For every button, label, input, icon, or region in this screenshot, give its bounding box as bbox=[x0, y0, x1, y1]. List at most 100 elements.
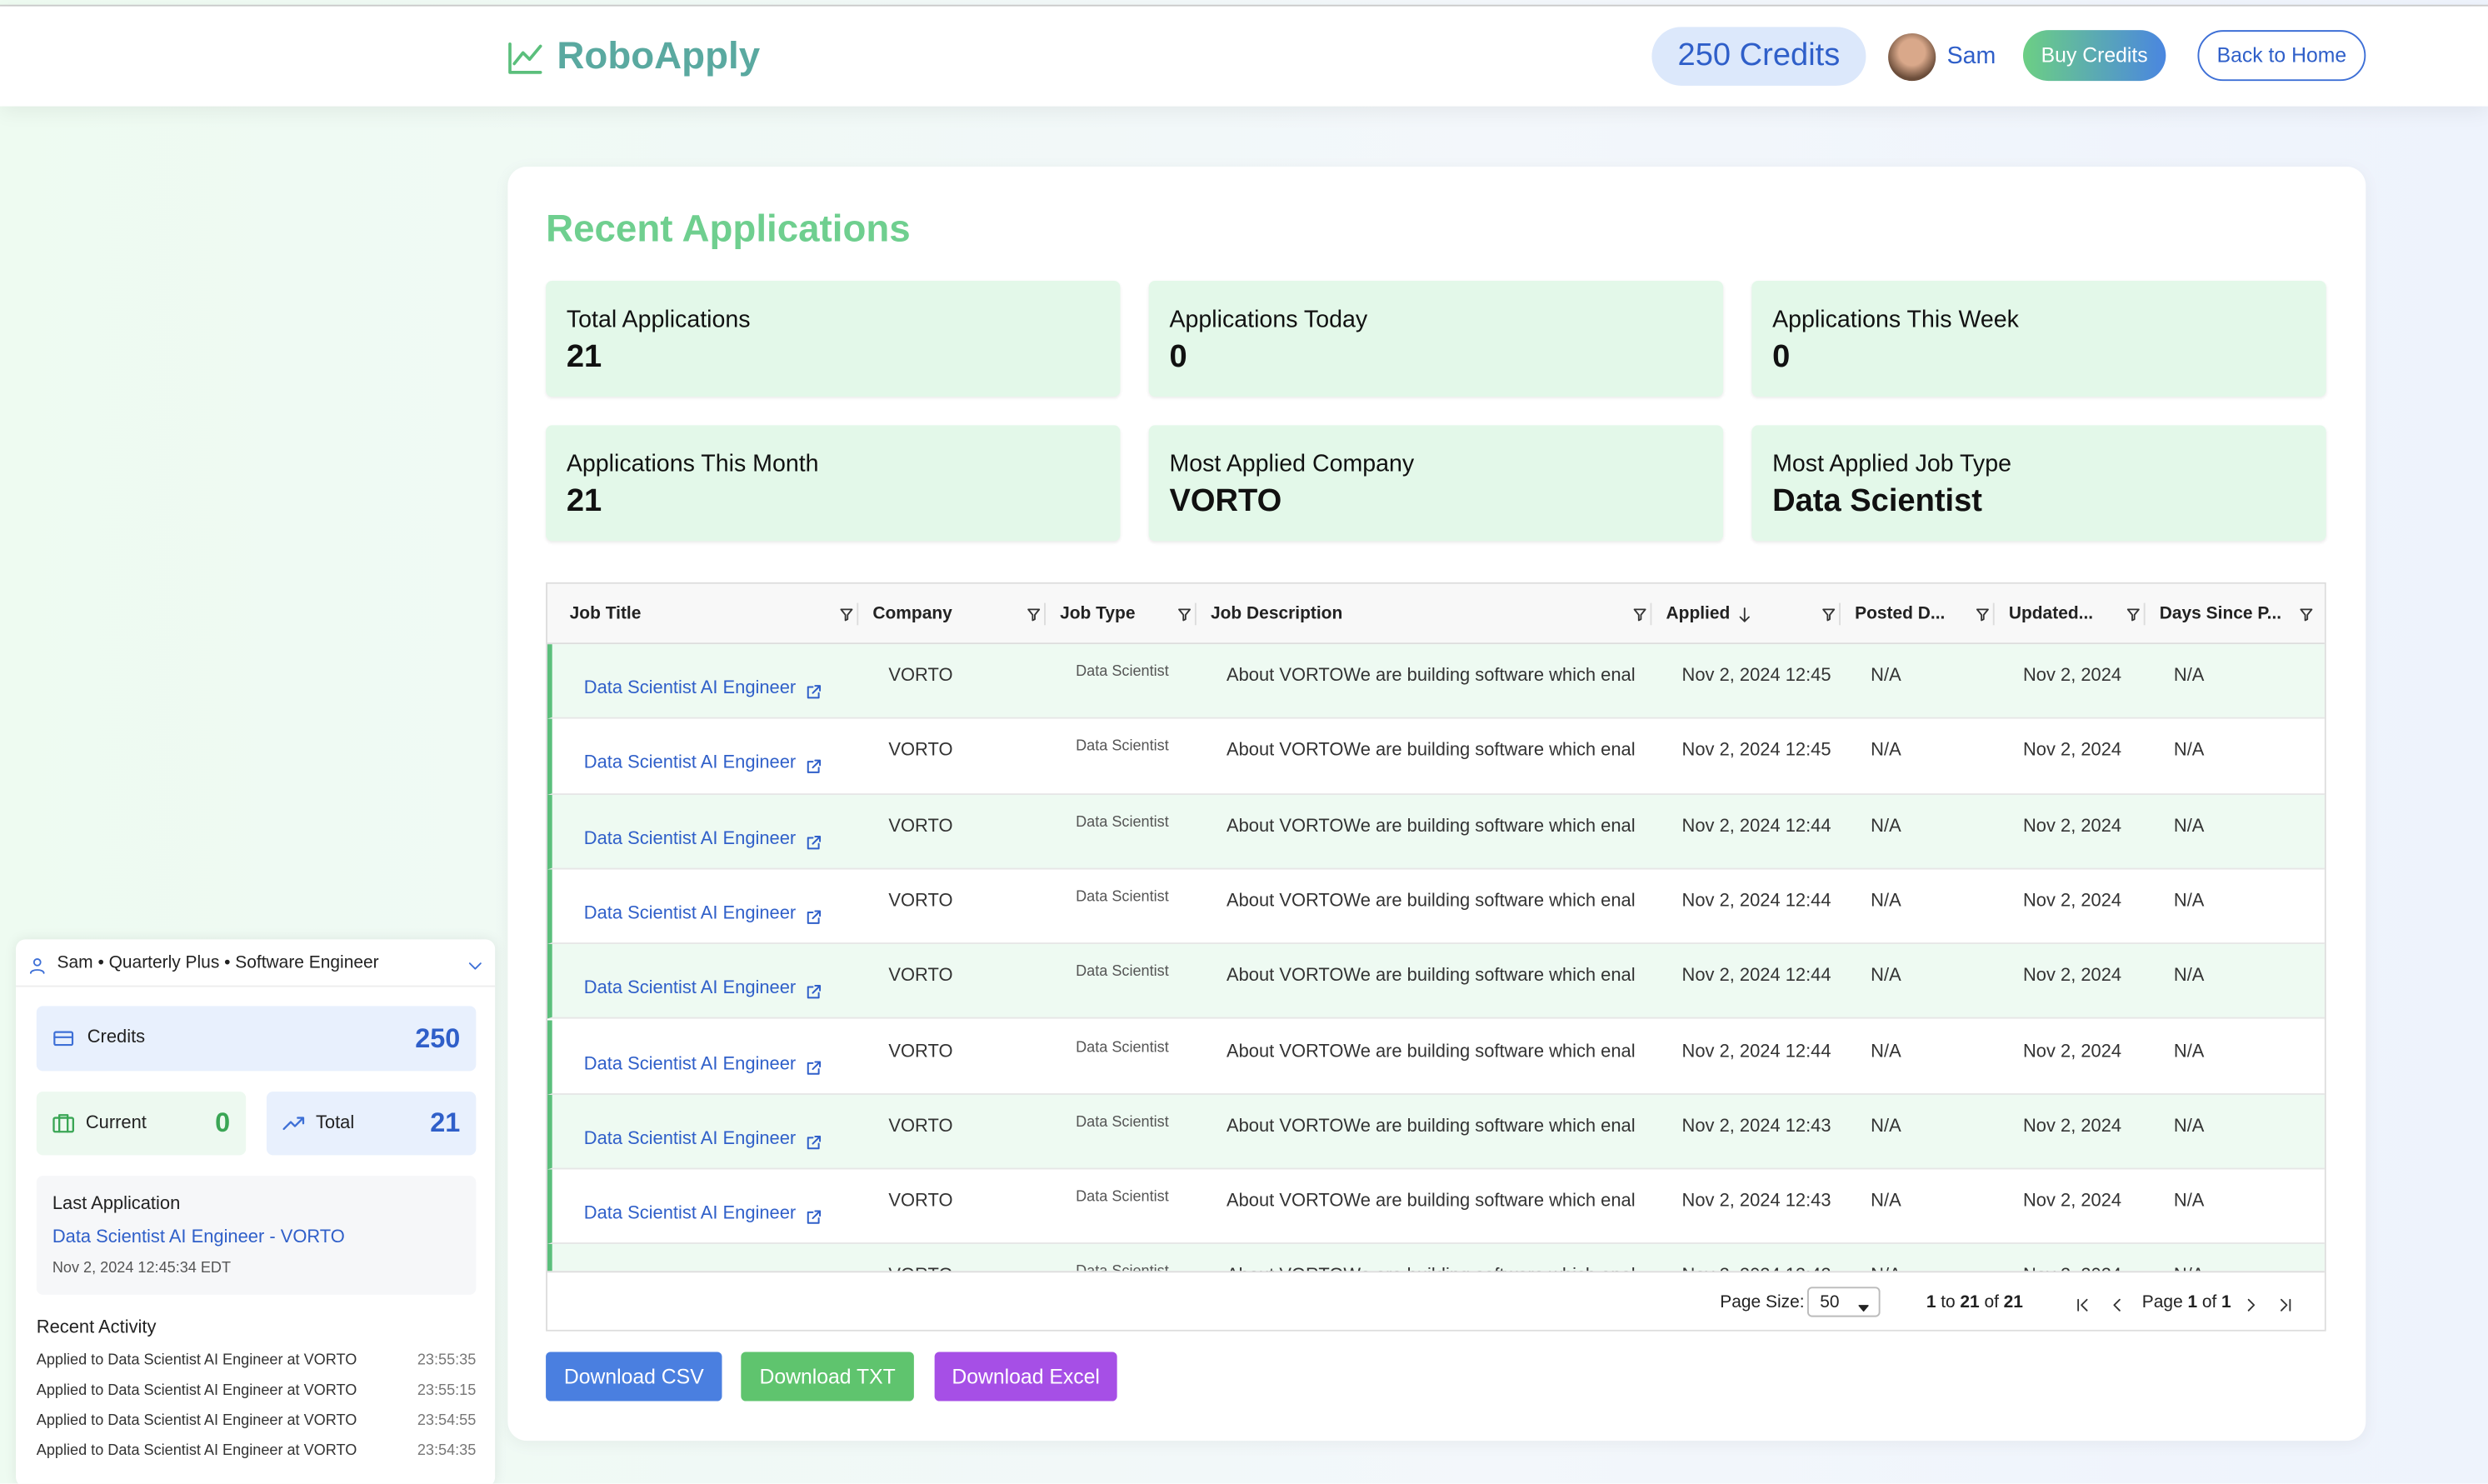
column-divider bbox=[2143, 602, 2146, 626]
credits-label: Credits bbox=[87, 1027, 146, 1047]
cell: VORTO bbox=[888, 1267, 952, 1271]
filter-icon bbox=[2297, 603, 2315, 622]
job-link[interactable]: Data Scientist AI Engineer bbox=[583, 1204, 797, 1224]
download-button[interactable]: Download Excel bbox=[934, 1352, 1117, 1402]
current-value: 0 bbox=[215, 1107, 231, 1138]
credits-box: Credits 250 bbox=[36, 1006, 477, 1072]
activity-time: 23:55:15 bbox=[417, 1382, 477, 1400]
external-link-icon bbox=[804, 681, 823, 700]
job-link[interactable]: Data Scientist AI Engineer bbox=[583, 754, 797, 773]
dropdown-caret bbox=[1856, 1295, 1871, 1312]
cell: Data Scientist bbox=[1076, 813, 1169, 832]
job-link[interactable]: Data Scientist AI Engineer bbox=[583, 904, 797, 924]
back-button[interactable]: Back to Home bbox=[2197, 30, 2366, 82]
activity-text: Applied to Data Scientist AI Engineer at… bbox=[36, 1442, 357, 1460]
activity-time: 23:55:35 bbox=[417, 1352, 477, 1370]
cell: N/A bbox=[1871, 1042, 1901, 1062]
stat-value: 21 bbox=[566, 483, 602, 519]
cell: Nov 2, 2024 bbox=[2022, 1192, 2122, 1212]
profile-summary[interactable]: Sam • Quarterly Plus • Software Engineer bbox=[57, 953, 379, 973]
sidebar-card: Sam • Quarterly Plus • Software Engineer… bbox=[16, 939, 496, 1484]
cell: Nov 2, 2024 bbox=[2022, 666, 2122, 686]
stat-value: Data Scientist bbox=[1772, 483, 1982, 519]
column-header: Posted D... bbox=[1855, 604, 1946, 624]
credits-value: 250 bbox=[415, 1023, 461, 1054]
avatar bbox=[1888, 32, 1936, 82]
cell: Nov 2, 2024 bbox=[2023, 1267, 2121, 1271]
cell: Nov 2, 2024 bbox=[2022, 892, 2122, 911]
cell: N/A bbox=[1871, 967, 1901, 986]
cell: Nov 2, 2024 bbox=[2022, 816, 2122, 836]
cell: About VORTOWe are building software whic… bbox=[1227, 967, 1636, 986]
cell: N/A bbox=[1871, 892, 1901, 911]
column-divider bbox=[1839, 602, 1841, 626]
cell: About VORTOWe are building software whic… bbox=[1227, 1192, 1636, 1212]
cell: Nov 2, 2024 bbox=[2022, 741, 2122, 761]
cell: Nov 2, 2024 12:43 bbox=[1681, 1192, 1831, 1212]
job-link[interactable]: Data Scientist AI Engineer bbox=[583, 1054, 797, 1074]
column-header: Job Type bbox=[1060, 604, 1136, 624]
column-divider bbox=[1194, 602, 1197, 626]
column-header: Job Description bbox=[1210, 604, 1343, 624]
cell: VORTO bbox=[888, 1192, 953, 1212]
stat-value: VORTO bbox=[1169, 483, 1282, 519]
cell: About VORTOWe are building software whic… bbox=[1227, 816, 1636, 836]
column-header: Applied bbox=[1666, 604, 1731, 624]
download-button[interactable]: Download CSV bbox=[546, 1352, 722, 1402]
current-label: Current bbox=[85, 1113, 147, 1133]
cell: About VORTOWe are building software whic… bbox=[1227, 1117, 1636, 1137]
buy-button[interactable]: Buy Credits bbox=[2022, 30, 2166, 82]
stat-label: Most Applied Company bbox=[1169, 450, 1415, 478]
job-link[interactable]: Data Scientist AI Engineer bbox=[583, 1129, 797, 1149]
filter-icon bbox=[1025, 603, 1042, 622]
job-link[interactable]: Data Scientist AI Engineer bbox=[583, 679, 797, 698]
cell: N/A bbox=[1871, 816, 1901, 836]
stat-card: Most Applied Job Type Data Scientist bbox=[1751, 425, 2326, 542]
cell: Data Scientist bbox=[1076, 662, 1169, 681]
cell: N/A bbox=[1871, 666, 1901, 686]
cell: Data Scientist bbox=[1076, 963, 1169, 982]
cell: VORTO bbox=[888, 892, 953, 911]
stat-label: Most Applied Job Type bbox=[1772, 450, 2011, 478]
job-link[interactable]: Data Scientist AI Engineer bbox=[583, 979, 797, 999]
cell: Nov 2, 2024 12:43 bbox=[1681, 1117, 1831, 1137]
stat-card: Applications Today 0 bbox=[1148, 281, 1724, 397]
filter-icon bbox=[1974, 603, 1991, 622]
table-body: Data Scientist AI Engineer VORTO Data Scie… bbox=[547, 644, 2325, 1272]
last-time: Nov 2, 2024 12:45:34 EDT bbox=[52, 1260, 232, 1277]
cell: Nov 2, 2024 bbox=[2022, 1117, 2122, 1137]
page-size-select[interactable]: 50 bbox=[1806, 1287, 1881, 1317]
filter-icon bbox=[1631, 603, 1649, 622]
cell: N/A bbox=[2173, 1117, 2205, 1137]
last-application-box: Last Application Data Scientist AI Engine… bbox=[36, 1176, 477, 1295]
external-link-icon bbox=[804, 1206, 823, 1225]
cell: Nov 2, 2024 bbox=[2022, 967, 2122, 986]
logo-icon bbox=[507, 40, 542, 75]
user-name: Sam bbox=[1946, 42, 1996, 70]
credits-pill: 250 Credits bbox=[1651, 27, 1866, 86]
cell: N/A bbox=[1871, 1117, 1901, 1137]
pager-button bbox=[2277, 1293, 2295, 1312]
sort-icon bbox=[1736, 603, 1753, 622]
table-header-bg bbox=[547, 583, 2325, 645]
cell: N/A bbox=[1871, 1192, 1901, 1212]
job-link[interactable]: Data Scientist AI Engineer bbox=[583, 829, 797, 849]
column-header: Days Since P... bbox=[2159, 604, 2282, 624]
cell: Data Scientist bbox=[1076, 888, 1169, 907]
stat-label: Applications This Month bbox=[566, 450, 819, 478]
last-link[interactable]: Data Scientist AI Engineer - VORTO bbox=[52, 1227, 345, 1247]
text-part: 21 bbox=[1960, 1293, 1980, 1312]
cell: N/A bbox=[2173, 1192, 2205, 1212]
stat-label: Applications Today bbox=[1169, 306, 1368, 333]
total-value: 21 bbox=[430, 1107, 461, 1138]
cell: About VORTOWe are building software whic… bbox=[1227, 741, 1636, 761]
download-button[interactable]: Download TXT bbox=[741, 1352, 914, 1402]
cell: VORTO bbox=[888, 1117, 953, 1137]
